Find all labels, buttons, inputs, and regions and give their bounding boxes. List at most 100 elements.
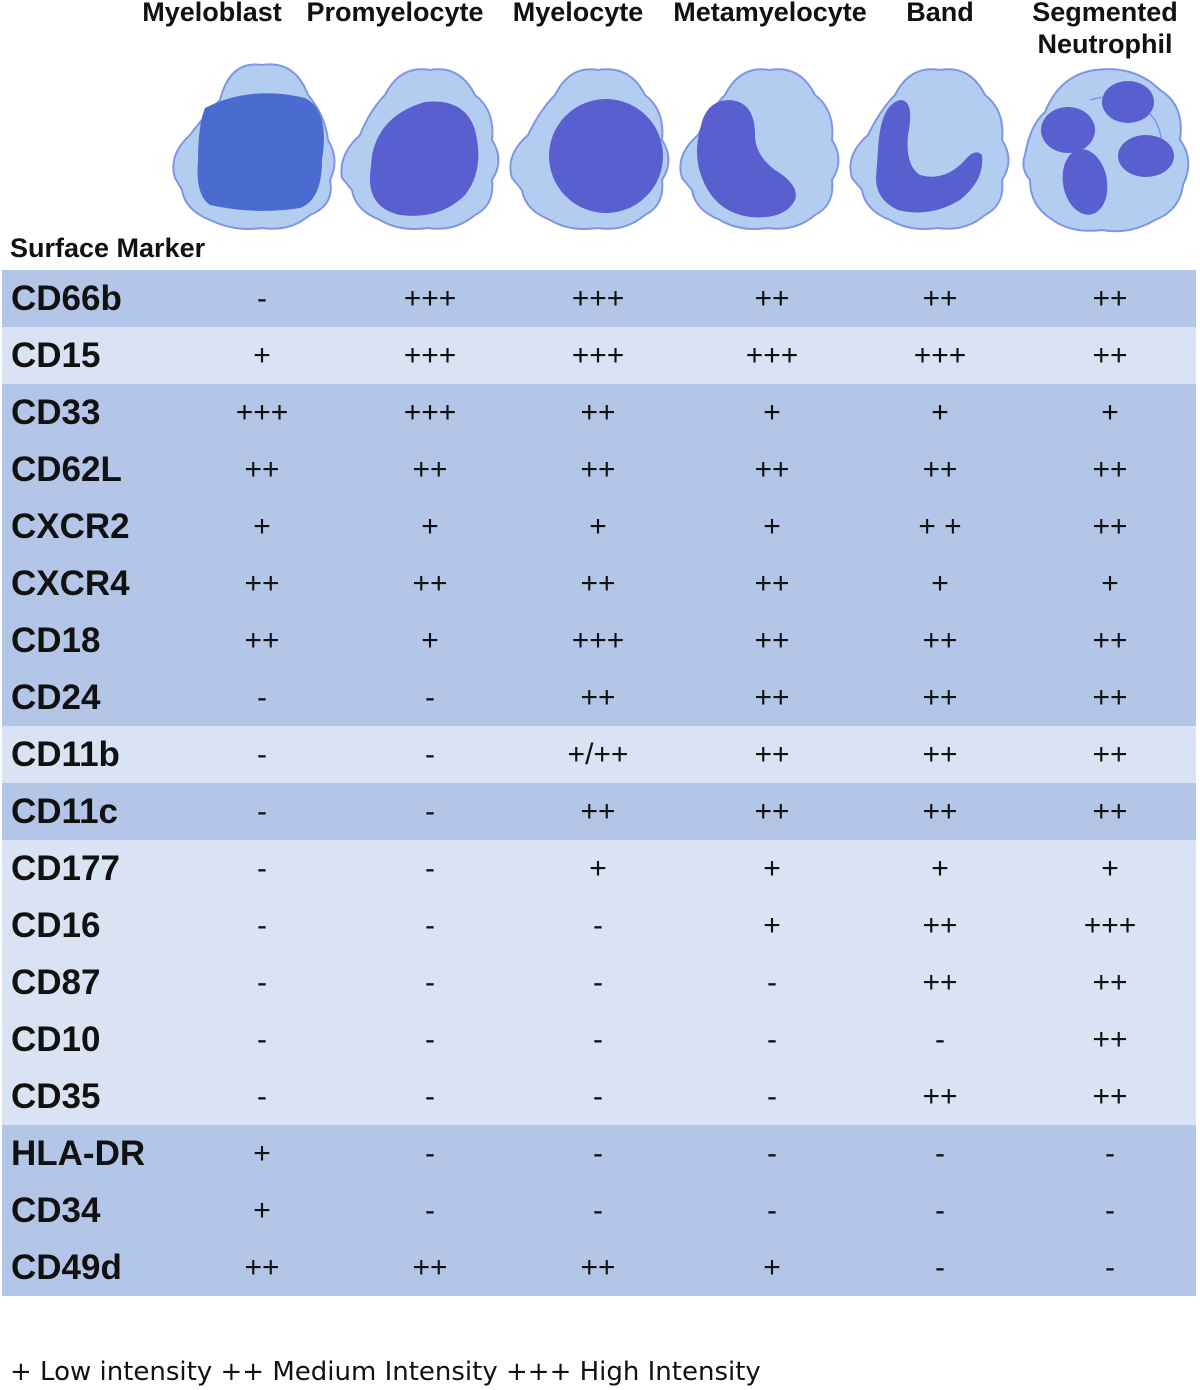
marker-name: CXCR4 xyxy=(11,564,130,603)
expression-value: - xyxy=(257,966,267,999)
table-row: CD34 + - - - - - xyxy=(2,1182,1196,1239)
stage-label-myeloblast: Myeloblast xyxy=(142,0,282,27)
marker-name: CD35 xyxy=(11,1077,101,1116)
expression-value: - xyxy=(935,1194,945,1227)
expression-value: ++ xyxy=(754,282,790,315)
expression-value: + xyxy=(763,396,781,429)
table-row: CD33 +++ +++ ++ + + + xyxy=(2,384,1196,441)
marker-name: CD18 xyxy=(11,621,101,660)
band-cell-icon xyxy=(849,68,1010,230)
marker-name: CD24 xyxy=(11,678,101,717)
table-row: CD35 - - - - ++ ++ xyxy=(2,1068,1196,1125)
table-row: HLA-DR + - - - - - xyxy=(2,1125,1196,1182)
expression-value: - xyxy=(425,1080,435,1113)
marker-name: CD33 xyxy=(11,393,101,432)
table-row: CD62L ++ ++ ++ ++ ++ ++ xyxy=(2,441,1196,498)
expression-value: +++ xyxy=(1083,909,1137,942)
expression-value: ++ xyxy=(244,1251,280,1284)
marker-name: CD11b xyxy=(11,735,120,774)
marker-name: CD34 xyxy=(11,1191,101,1230)
table-row: CD18 ++ + +++ ++ ++ ++ xyxy=(2,612,1196,669)
expression-value: ++ xyxy=(1092,738,1128,771)
expression-value: - xyxy=(593,966,603,999)
expression-value: - xyxy=(767,1194,777,1227)
expression-value: +++ xyxy=(571,339,625,372)
expression-value: ++ xyxy=(754,795,790,828)
stage-label-metamyelocyte: Metamyelocyte xyxy=(673,0,867,27)
expression-value: - xyxy=(593,1023,603,1056)
expression-value: ++ xyxy=(922,966,958,999)
stage-label-band: Band xyxy=(906,0,974,27)
table-row: CD177 - - + + + + xyxy=(2,840,1196,897)
marker-name: CD66b xyxy=(11,279,122,318)
expression-value: + xyxy=(1101,396,1119,429)
expression-value: - xyxy=(593,1137,603,1170)
expression-value: ++ xyxy=(922,624,958,657)
expression-value: + + xyxy=(918,510,962,543)
expression-value: ++ xyxy=(1092,1023,1128,1056)
expression-value: ++ xyxy=(1092,510,1128,543)
expression-value: ++ xyxy=(754,453,790,486)
expression-value: - xyxy=(593,1080,603,1113)
expression-value: +++ xyxy=(745,339,799,372)
expression-value: - xyxy=(257,1023,267,1056)
expression-value: +++ xyxy=(913,339,967,372)
expression-value: + xyxy=(253,1194,271,1227)
expression-value: - xyxy=(257,852,267,885)
expression-value: ++ xyxy=(754,624,790,657)
expression-value: ++ xyxy=(922,795,958,828)
expression-value: +++ xyxy=(403,396,457,429)
expression-value: - xyxy=(425,909,435,942)
expression-value: - xyxy=(1105,1137,1115,1170)
table-row: CD11c - - ++ ++ ++ ++ xyxy=(2,783,1196,840)
expression-value: - xyxy=(593,909,603,942)
expression-value: +++ xyxy=(403,282,457,315)
expression-value: - xyxy=(935,1251,945,1284)
expression-value: + xyxy=(763,852,781,885)
expression-value: - xyxy=(767,1023,777,1056)
expression-value: + xyxy=(421,510,439,543)
expression-value: - xyxy=(257,738,267,771)
expression-value: + xyxy=(589,510,607,543)
expression-value: ++ xyxy=(1092,339,1128,372)
expression-value: + xyxy=(253,339,271,372)
expression-value: ++ xyxy=(1092,1080,1128,1113)
marker-name: CD177 xyxy=(11,849,120,888)
marker-name: HLA-DR xyxy=(11,1134,146,1173)
expression-value: ++ xyxy=(922,738,958,771)
marker-name: CD49d xyxy=(11,1248,122,1287)
expression-value: ++ xyxy=(754,681,790,714)
table-row: CD87 - - - - ++ ++ xyxy=(2,954,1196,1011)
expression-value: +++ xyxy=(571,624,625,657)
expression-value: ++ xyxy=(922,282,958,315)
marker-name: CD11c xyxy=(11,792,119,831)
expression-value: ++ xyxy=(1092,966,1128,999)
marker-expression-table: CD66b - +++ +++ ++ ++ ++ CD15 + +++ +++ +++ +++ ++ CD3… xyxy=(2,270,1196,1296)
expression-value: - xyxy=(257,681,267,714)
expression-value: ++ xyxy=(580,567,616,600)
expression-value: - xyxy=(1105,1251,1115,1284)
expression-value: + xyxy=(931,567,949,600)
myeloblast-cell-icon xyxy=(172,63,336,230)
expression-value: ++ xyxy=(580,453,616,486)
cell-illustrations xyxy=(172,63,1190,233)
expression-value: - xyxy=(425,1023,435,1056)
surface-marker-heading: Surface Marker xyxy=(10,233,206,263)
table-row: CD66b - +++ +++ ++ ++ ++ xyxy=(2,270,1196,327)
marker-name: CD16 xyxy=(11,906,101,945)
myelocyte-cell-icon xyxy=(509,68,670,230)
expression-value: ++ xyxy=(580,396,616,429)
expression-value: ++ xyxy=(580,681,616,714)
expression-value: - xyxy=(593,1194,603,1227)
segmented-neutrophil-cell-icon xyxy=(1022,68,1190,233)
expression-value: + xyxy=(931,396,949,429)
expression-value: + xyxy=(253,1137,271,1170)
expression-value: + xyxy=(253,510,271,543)
stage-label-promyelocyte: Promyelocyte xyxy=(306,0,484,27)
expression-value: + xyxy=(763,1251,781,1284)
expression-value: - xyxy=(257,909,267,942)
intensity-legend: + Low intensity ++ Medium Intensity +++ … xyxy=(10,1357,761,1387)
table-row: CD16- - - + ++ +++ xyxy=(2,897,1196,954)
table-row: CXCR4 ++ ++ ++ ++ + + xyxy=(2,555,1196,612)
expression-value: - xyxy=(425,1194,435,1227)
